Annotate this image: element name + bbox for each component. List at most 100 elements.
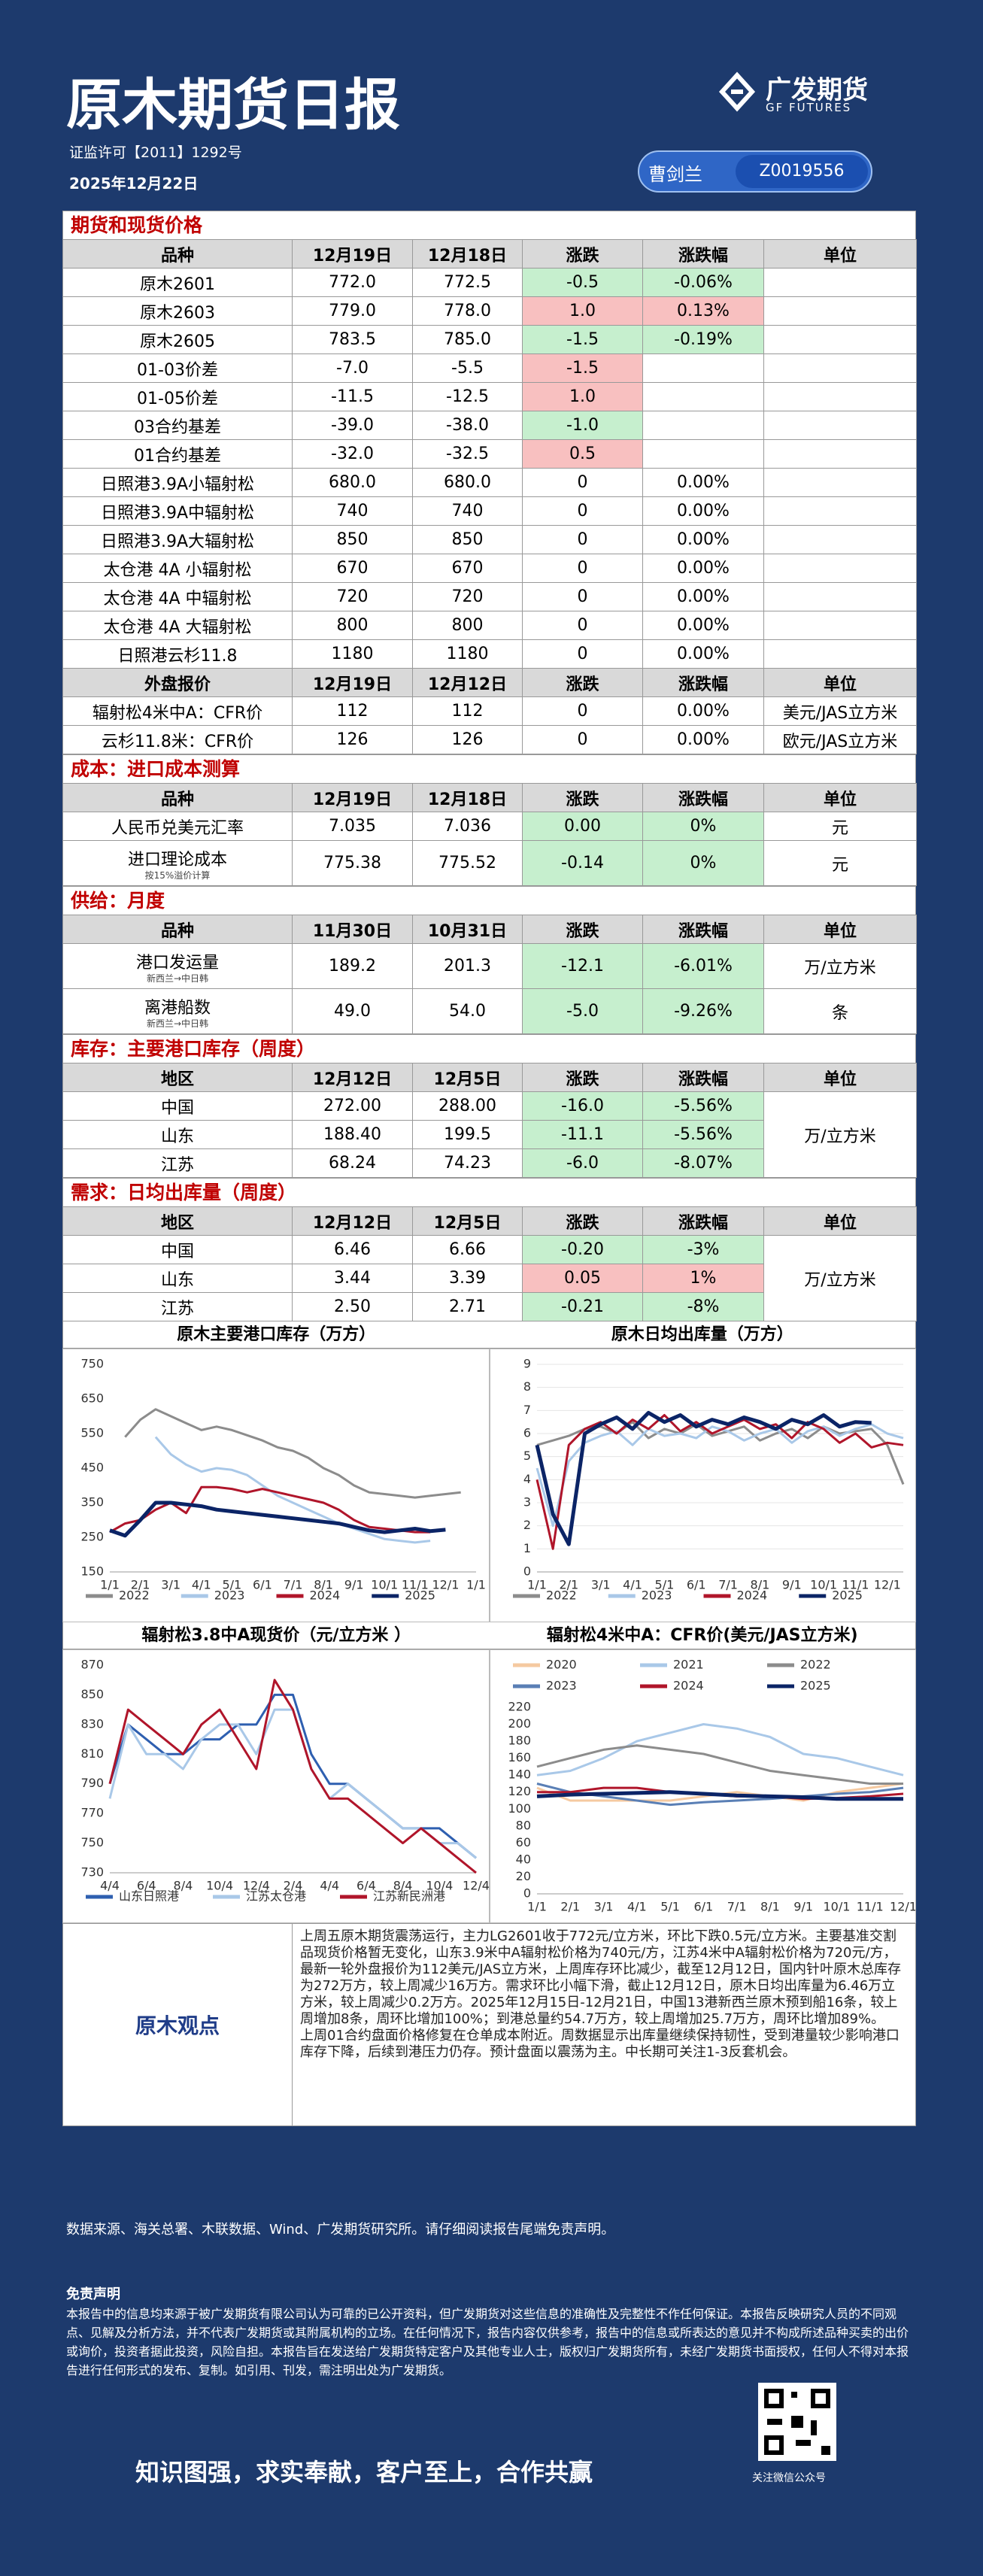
cell: 112 bbox=[292, 696, 413, 726]
cell: -11.1 bbox=[522, 1120, 643, 1149]
cell: 3.39 bbox=[412, 1264, 523, 1293]
cell: -38.0 bbox=[412, 411, 523, 440]
header-cell: 涨跌幅 bbox=[642, 668, 764, 697]
cell: 670 bbox=[412, 554, 523, 583]
header-row: 品种 12月19日 12月18日 涨跌 涨跌幅 单位 bbox=[62, 239, 917, 269]
x-tick-label: 12/4 bbox=[463, 1879, 489, 1893]
chart: 730 750 770 790 810 830 850 870 4/4 6/4 8/4 10/4 12/… bbox=[62, 1649, 490, 1923]
cell: 785.0 bbox=[412, 325, 523, 354]
row-label: 日照港云杉11.8 bbox=[117, 646, 238, 666]
paragraph: 上周五原木期货震荡运行，主力LG2601收于772元/立方米，环比下跌0.5元/… bbox=[300, 1928, 901, 2027]
legend-label: 2024 bbox=[310, 1588, 341, 1603]
license: 证监许可【2011】1292号 bbox=[69, 144, 242, 161]
header-cell: 12月19日 bbox=[292, 783, 413, 812]
header-cell: 12月19日 bbox=[292, 239, 413, 269]
y-tick-label: 80 bbox=[515, 1818, 530, 1832]
series-line bbox=[535, 1423, 903, 1528]
series-line bbox=[108, 1708, 477, 1859]
y-tick-label: 1 bbox=[523, 1541, 530, 1555]
header-cell: 涨跌幅 bbox=[642, 783, 764, 812]
viewpoint-label: 原木观点 bbox=[63, 1924, 293, 2125]
data-row: 中国 6.46 6.66 -0.20 -3% 万/立方米 bbox=[62, 1235, 917, 1321]
x-tick-label: 4/1 bbox=[627, 1900, 646, 1914]
data-row: 01-05价差 -11.5 -12.5 1.0 bbox=[62, 382, 917, 411]
legend-label: 2022 bbox=[119, 1588, 150, 1603]
series-line bbox=[536, 1790, 903, 1801]
header-cell: 单位 bbox=[763, 783, 917, 812]
x-tick-label: 12/1 bbox=[890, 1900, 916, 1914]
cell: 0% bbox=[642, 840, 764, 886]
series-line bbox=[108, 1679, 477, 1874]
y-tick-label: 2 bbox=[523, 1518, 530, 1532]
cell: -0.20 bbox=[522, 1235, 643, 1264]
legend-label: 2022 bbox=[546, 1588, 577, 1603]
y-tick-label: 20 bbox=[515, 1869, 530, 1883]
section-title: 供给：月度 bbox=[62, 886, 916, 915]
unit-cell bbox=[763, 468, 917, 497]
row-label: 港口发运量 bbox=[135, 953, 219, 972]
unit-cell bbox=[763, 439, 917, 469]
cell: 0.00% bbox=[642, 639, 764, 669]
cell: 775.38 bbox=[292, 840, 413, 886]
y-tick-label: 0 bbox=[523, 1886, 530, 1901]
cell: 江苏 bbox=[62, 1292, 293, 1321]
unit-cell: 条 bbox=[763, 988, 917, 1034]
header-cell: 单位 bbox=[763, 915, 917, 944]
data-row: 中国 272.00 288.00 -16.0 -5.56% 万/立方米 bbox=[62, 1091, 917, 1178]
unit-cell: 美元/JAS立方米 bbox=[763, 696, 917, 726]
cell: 中国 bbox=[62, 1235, 293, 1264]
y-tick-label: 200 bbox=[508, 1716, 531, 1731]
y-tick-label: 750 bbox=[80, 1835, 104, 1849]
header-row: 品种 12月19日 12月18日 涨跌 涨跌幅 单位 bbox=[62, 783, 917, 812]
cell: -7.0 bbox=[292, 353, 413, 383]
cell: -1.5 bbox=[522, 353, 643, 383]
x-tick-label: 6/1 bbox=[686, 1578, 705, 1592]
data-row: 江苏 68.24 74.23 -6.0 -8.07% bbox=[62, 1148, 917, 1178]
chart-title: 原木主要港口库存（万方） bbox=[177, 1325, 376, 1344]
x-tick-label: 10/1 bbox=[823, 1900, 850, 1914]
unit-cell: 元 bbox=[763, 812, 917, 841]
cell: 0.00% bbox=[642, 525, 764, 554]
x-tick-label: 1/1 bbox=[100, 1578, 120, 1592]
x-tick-label: 8/4 bbox=[174, 1879, 193, 1893]
analyst: 曹剑兰 bbox=[648, 164, 702, 185]
cell: -39.0 bbox=[292, 411, 413, 440]
data-table: 地区 12月12日 12月5日 涨跌 涨跌幅 单位 中国 6.46 6.66 -0.20 -3% 万/… bbox=[62, 1206, 917, 1321]
cell: 江苏 bbox=[62, 1148, 293, 1178]
cell: -3% bbox=[642, 1235, 764, 1264]
data-row: 原木2603 779.0 778.0 1.0 0.13% bbox=[62, 296, 917, 326]
unit-cell: 万/立方米 bbox=[763, 1091, 917, 1178]
cell: 港口发运量 新西兰→中日韩 bbox=[62, 943, 293, 989]
y-tick-label: 870 bbox=[80, 1658, 104, 1672]
chart: 0 20 40 60 80 100 120 140 160 180 200 220 1/1 2/1 3/1 4… bbox=[489, 1649, 916, 1923]
data-table: 品种 12月19日 12月18日 涨跌 涨跌幅 单位 人民币兑美元汇率 7.035 7.036 0… bbox=[62, 783, 917, 886]
tables: 期货和现货价格 品种 12月19日 12月18日 涨跌 涨跌幅 单位 原木2601 772.0 7… bbox=[62, 211, 917, 1321]
cell: 太仓港 4A 中辐射松 bbox=[62, 582, 293, 611]
row-label: 日照港3.9A小辐射松 bbox=[100, 475, 255, 494]
header-cell: 涨跌幅 bbox=[642, 239, 764, 269]
cell: -1.5 bbox=[522, 325, 643, 354]
row-label: 日照港3.9A中辐射松 bbox=[100, 503, 255, 523]
cell: -1.0 bbox=[522, 411, 643, 440]
series-line bbox=[535, 1410, 872, 1546]
x-tick-label: 2/1 bbox=[560, 1900, 580, 1914]
header-cell: 涨跌 bbox=[522, 783, 643, 812]
legend-label: 2025 bbox=[800, 1679, 831, 1693]
header-cell: 11月30日 bbox=[292, 915, 413, 944]
y-tick-label: 5 bbox=[523, 1449, 530, 1463]
row-label: 辐射松4米中A：CFR价 bbox=[92, 703, 263, 723]
x-tick-label: 2/4 bbox=[284, 1879, 303, 1893]
legend-label: 2020 bbox=[546, 1658, 577, 1672]
y-tick-label: 40 bbox=[515, 1852, 530, 1866]
row-label: 03合约基差 bbox=[134, 417, 221, 437]
cell: 0.00 bbox=[522, 812, 643, 841]
cell: -16.0 bbox=[522, 1091, 643, 1121]
data-table: 品种 11月30日 10月31日 涨跌 涨跌幅 单位 港口发运量 新西兰→中日韩 189.2 20… bbox=[62, 915, 917, 1034]
cell: -5.56% bbox=[642, 1091, 764, 1121]
row-note: 按15%溢价计算 bbox=[144, 869, 211, 881]
x-tick-label: 1/1 bbox=[466, 1578, 486, 1592]
x-tick-label: 11/1 bbox=[402, 1578, 429, 1592]
cell: 288.00 bbox=[412, 1091, 523, 1121]
cell: -0.21 bbox=[522, 1292, 643, 1321]
y-tick-label: 6 bbox=[523, 1426, 530, 1440]
